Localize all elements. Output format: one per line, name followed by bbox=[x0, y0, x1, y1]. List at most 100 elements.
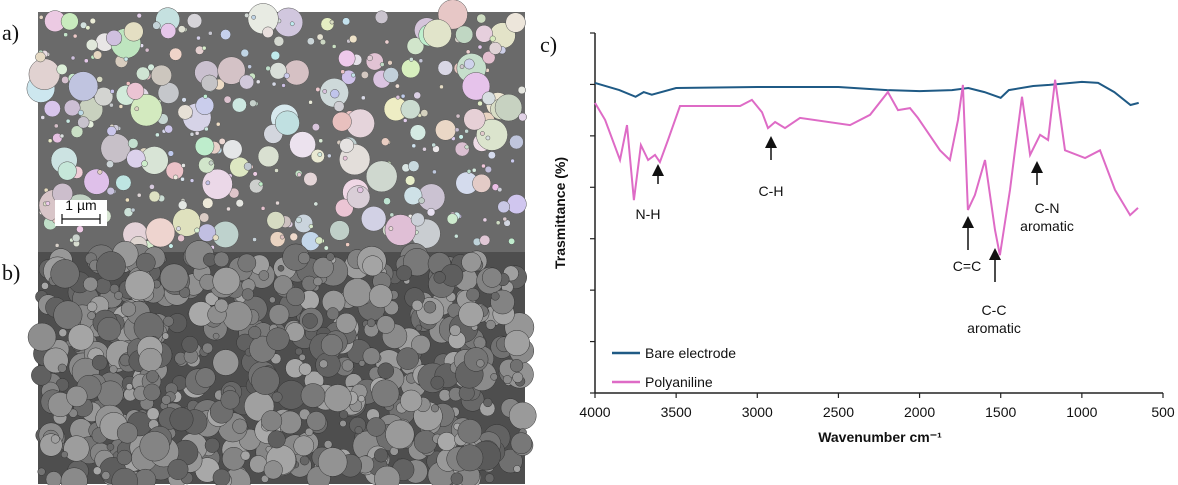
particle bbox=[326, 253, 334, 261]
particle bbox=[202, 46, 206, 50]
particle bbox=[419, 59, 423, 63]
particle bbox=[121, 302, 136, 317]
particle bbox=[196, 36, 200, 40]
particle bbox=[431, 376, 444, 389]
particle bbox=[462, 252, 482, 272]
x-tick-label: 3000 bbox=[742, 404, 773, 420]
particle bbox=[490, 36, 496, 42]
particle bbox=[78, 117, 90, 129]
particle bbox=[180, 177, 184, 181]
particle bbox=[377, 316, 395, 334]
particle bbox=[332, 44, 336, 48]
particle bbox=[136, 253, 155, 272]
particle bbox=[465, 129, 469, 133]
particle bbox=[324, 384, 351, 411]
particle bbox=[196, 368, 216, 388]
particle bbox=[64, 436, 90, 462]
particle bbox=[86, 25, 90, 29]
particle bbox=[478, 45, 482, 49]
particle bbox=[278, 265, 284, 271]
particle bbox=[149, 184, 154, 189]
particle bbox=[513, 372, 523, 382]
particle bbox=[297, 173, 301, 177]
particle bbox=[261, 206, 265, 210]
particle bbox=[286, 287, 304, 305]
particle bbox=[340, 138, 354, 152]
particle bbox=[280, 235, 284, 239]
particle bbox=[464, 347, 488, 371]
particle bbox=[226, 207, 230, 211]
particle bbox=[477, 14, 486, 23]
particle bbox=[268, 431, 285, 448]
particle bbox=[223, 140, 242, 159]
particle bbox=[400, 390, 422, 412]
particle bbox=[264, 461, 282, 479]
particle bbox=[66, 119, 70, 123]
particle bbox=[48, 139, 52, 143]
particle bbox=[343, 156, 347, 160]
particle bbox=[106, 161, 113, 168]
particle bbox=[256, 80, 260, 84]
particle bbox=[155, 133, 159, 137]
particle bbox=[508, 238, 514, 244]
particle bbox=[319, 139, 323, 143]
particle bbox=[109, 365, 117, 373]
particle bbox=[384, 67, 399, 82]
particle bbox=[396, 95, 400, 99]
particle bbox=[203, 94, 207, 98]
particle bbox=[511, 433, 532, 454]
particle bbox=[114, 291, 122, 299]
particle bbox=[339, 410, 348, 419]
particle bbox=[46, 471, 62, 485]
particle bbox=[182, 336, 198, 352]
particle bbox=[182, 97, 187, 102]
particle bbox=[253, 172, 258, 177]
particle bbox=[117, 423, 138, 444]
particle bbox=[208, 31, 212, 35]
particle bbox=[241, 451, 250, 460]
particle bbox=[213, 469, 230, 485]
particle bbox=[161, 23, 176, 38]
particle bbox=[309, 224, 313, 228]
particle bbox=[496, 221, 500, 225]
particle bbox=[403, 119, 407, 123]
particle bbox=[401, 100, 420, 119]
particle bbox=[269, 297, 275, 303]
particle bbox=[60, 134, 64, 138]
particle bbox=[51, 259, 80, 288]
particle bbox=[361, 71, 368, 78]
particle bbox=[35, 52, 45, 62]
particle bbox=[318, 152, 322, 156]
particle bbox=[54, 124, 58, 128]
particle bbox=[385, 40, 389, 44]
particle bbox=[61, 76, 68, 83]
particle bbox=[93, 51, 102, 60]
particle bbox=[482, 92, 495, 105]
particle bbox=[304, 172, 318, 186]
particle bbox=[480, 235, 490, 245]
particle bbox=[301, 383, 325, 407]
particle bbox=[367, 319, 375, 327]
particle bbox=[195, 137, 214, 156]
particle bbox=[455, 26, 472, 43]
particle bbox=[316, 87, 320, 91]
particle bbox=[409, 57, 413, 61]
particle bbox=[363, 348, 380, 365]
particle bbox=[366, 161, 397, 192]
particle bbox=[355, 426, 363, 434]
particle bbox=[251, 367, 279, 395]
particle bbox=[290, 233, 298, 241]
particle bbox=[69, 72, 98, 101]
particle bbox=[274, 36, 284, 46]
particle bbox=[209, 161, 213, 165]
particle bbox=[144, 384, 161, 401]
particle bbox=[491, 292, 499, 300]
particle bbox=[139, 348, 162, 371]
particle bbox=[349, 35, 357, 43]
particle bbox=[330, 221, 350, 241]
particle bbox=[367, 55, 373, 61]
particle bbox=[488, 151, 495, 158]
particle bbox=[44, 100, 60, 116]
panel-label: c) bbox=[540, 32, 557, 57]
particle bbox=[126, 383, 133, 390]
